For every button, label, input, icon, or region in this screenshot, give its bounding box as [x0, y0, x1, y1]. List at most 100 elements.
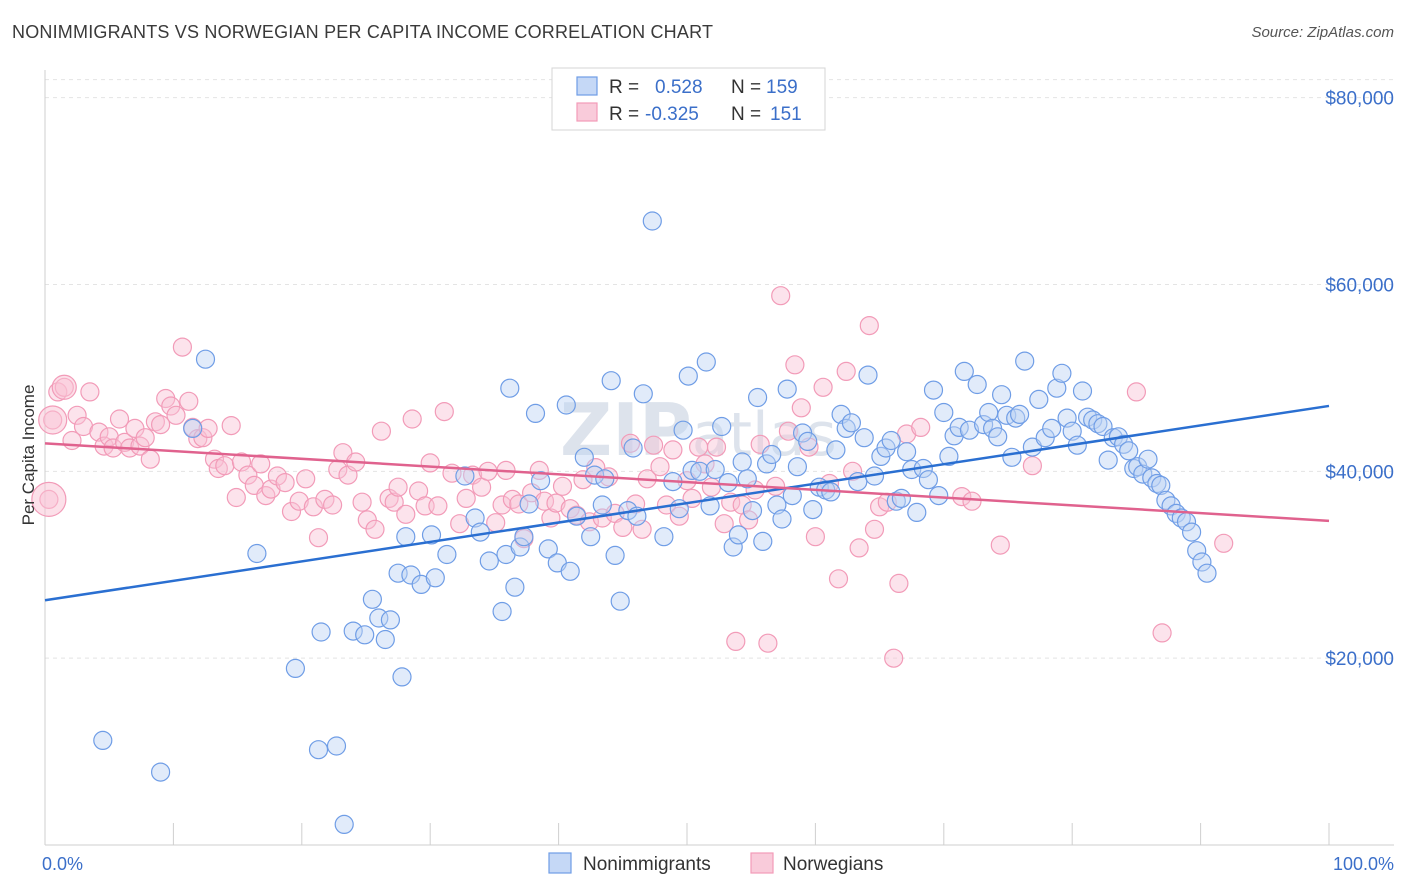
y-tick-label-60000: $60,000 — [1325, 276, 1394, 297]
norwegians-point — [791, 398, 811, 418]
norwegians-point — [296, 469, 316, 489]
nonimmigrants-point — [728, 525, 749, 545]
nonimmigrants-point — [737, 469, 757, 489]
nonimmigrants-point — [881, 430, 901, 451]
norwegians-point — [140, 449, 160, 469]
nonimmigrants-point — [566, 506, 587, 526]
norwegians-point — [179, 391, 199, 411]
nonimmigrants-point — [723, 537, 743, 557]
norwegians-point — [836, 361, 856, 381]
norwegians-point — [303, 497, 323, 517]
norwegians-point — [80, 382, 100, 402]
norwegians-point — [215, 456, 235, 476]
norwegians-point — [546, 493, 566, 513]
y-tick-labels: $20,000 $40,000 $60,000 $80,000 — [1325, 89, 1394, 670]
nonimmigrants-point — [1029, 389, 1049, 409]
nonimmigrants-point — [1047, 378, 1067, 398]
norwegians-point-large — [31, 481, 67, 517]
norwegians-point — [456, 488, 476, 508]
norwegians-point — [221, 416, 241, 436]
norwegians-point — [396, 504, 416, 524]
norwegians-point — [529, 460, 549, 480]
norwegians-point — [109, 409, 130, 429]
nonimmigrants-point — [195, 349, 216, 369]
norwegians-point — [402, 409, 422, 429]
norwegians-point — [472, 477, 492, 497]
nonimmigrants-point — [718, 473, 738, 493]
norwegians-point — [352, 492, 372, 512]
nonimmigrants-point — [560, 561, 580, 581]
norwegians-point — [962, 491, 982, 511]
norwegians-point — [151, 415, 171, 435]
legend-r-value-2: -0.325 — [645, 104, 699, 125]
nonimmigrants-point — [690, 461, 710, 481]
norwegians-point — [552, 476, 573, 496]
nonimmigrants-point — [826, 440, 846, 460]
nonimmigrants-point — [411, 574, 431, 595]
norwegians-point — [308, 528, 329, 548]
norwegians-point — [952, 487, 972, 507]
norwegians-point — [145, 412, 165, 432]
norwegians-point — [625, 494, 646, 514]
nonimmigrants-point — [1072, 381, 1093, 401]
norwegians-point — [859, 316, 879, 336]
nonimmigrants-point — [787, 457, 808, 477]
y-axis-label: Per Capita Income — [19, 385, 38, 526]
nonimmigrants-point — [455, 466, 475, 486]
nonimmigrants-point — [362, 589, 382, 609]
norwegians-point — [663, 440, 683, 460]
nonimmigrants-point — [836, 418, 856, 438]
norwegians-point — [365, 519, 385, 539]
nonimmigrants-point — [396, 527, 416, 547]
nonimmigrants-point — [673, 420, 693, 440]
nonimmigrants-point — [1002, 447, 1022, 467]
norwegians-point — [1152, 623, 1172, 643]
nonimmigrants-point — [654, 527, 674, 547]
nonimmigrants-point — [326, 736, 347, 756]
norwegians-point — [251, 454, 271, 474]
norwegians-point — [650, 457, 670, 477]
nonimmigrants-point — [311, 622, 331, 642]
nonimmigrants-point — [556, 395, 576, 415]
norwegians-point — [434, 402, 454, 422]
norwegians-point — [771, 286, 791, 306]
norwegians-point — [166, 405, 186, 425]
nonimmigrants-point — [934, 402, 954, 423]
norwegians-point — [828, 569, 849, 589]
y-tick-label-40000: $40,000 — [1325, 462, 1394, 483]
norwegians-point — [669, 506, 689, 526]
nonimmigrants-point — [1009, 404, 1030, 424]
nonimmigrants-point — [1138, 449, 1158, 469]
legend-n-value-2: 151 — [770, 104, 802, 125]
nonimmigrants-point — [1151, 475, 1171, 495]
nonimmigrants-point — [1015, 351, 1035, 371]
nonimmigrants-point — [967, 374, 987, 395]
nonimmigrants-point — [923, 380, 944, 400]
legend-box: R = 0.528 N = 159 R = -0.325 N = 151 — [551, 67, 826, 131]
nonimmigrants-point — [505, 577, 525, 597]
nonimmigrants-point — [777, 379, 797, 399]
nonimmigrants-point — [470, 522, 490, 542]
nonimmigrants-point — [375, 629, 395, 650]
norwegians-point — [267, 466, 287, 486]
nonimmigrants-point — [742, 501, 763, 521]
nonimmigrants-point — [732, 452, 752, 472]
norwegians-point — [889, 573, 909, 594]
nonimmigrants-point — [500, 378, 520, 398]
nonimmigrants-point — [753, 531, 773, 552]
nonimmigrants-point — [1181, 522, 1202, 542]
nonimmigrants-point — [772, 509, 792, 529]
nonimmigrants-point — [247, 543, 267, 564]
x-tick-label-min: 0.0% — [42, 854, 83, 874]
norwegians-point — [161, 396, 181, 416]
norwegians-point — [323, 495, 343, 515]
nonimmigrants-point — [437, 544, 457, 565]
nonimmigrants-point — [642, 211, 662, 231]
nonimmigrants-point — [896, 442, 917, 462]
norwegians-point — [805, 527, 826, 547]
legend-n-value-1: 159 — [766, 77, 798, 98]
bottom-legend-swatch-nonimmigrants — [548, 852, 572, 874]
nonimmigrants-point — [1192, 552, 1212, 572]
norwegians-point — [256, 486, 276, 506]
